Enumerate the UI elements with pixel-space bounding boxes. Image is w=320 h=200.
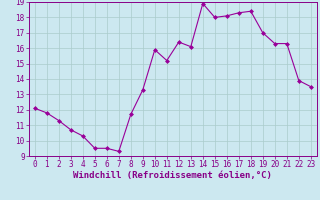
X-axis label: Windchill (Refroidissement éolien,°C): Windchill (Refroidissement éolien,°C): [73, 171, 272, 180]
